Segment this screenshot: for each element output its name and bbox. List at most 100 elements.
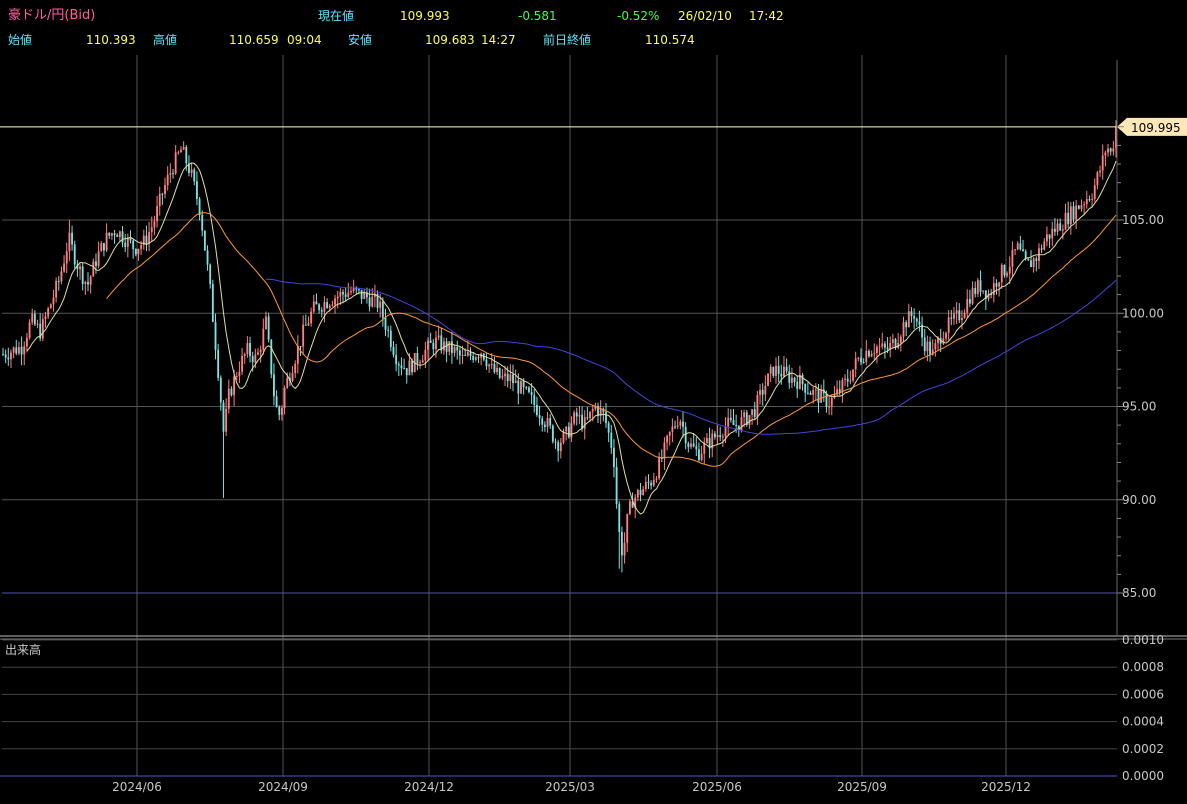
candle-body	[108, 232, 111, 236]
candle-body	[254, 354, 257, 363]
candle-body	[886, 347, 889, 350]
candle-body	[852, 369, 854, 381]
candle-body	[642, 489, 645, 496]
candle-body	[1019, 243, 1022, 250]
candle-body	[193, 169, 196, 182]
candle-body	[31, 313, 34, 323]
candle-body	[509, 374, 512, 381]
candle-body	[1040, 248, 1043, 250]
x-tick-label: 2024/09	[258, 780, 308, 794]
candle-body	[1000, 264, 1003, 283]
candle-body	[870, 353, 873, 357]
candle-body	[1069, 206, 1072, 225]
candle-body	[780, 373, 783, 377]
candle-body	[974, 287, 977, 294]
candle-body	[698, 449, 700, 461]
candle-body	[918, 321, 921, 325]
candle-body	[931, 349, 934, 355]
candle-body	[408, 360, 411, 376]
high-label: 高値	[153, 33, 178, 47]
low-value: 109.683	[425, 33, 475, 47]
candle-body	[490, 363, 493, 365]
candle-body	[535, 405, 538, 416]
current-price-tag	[1117, 117, 1187, 136]
candle-body	[915, 318, 918, 322]
candle-body	[976, 280, 979, 294]
volume-tick-label: 0.0006	[1122, 687, 1164, 701]
candle-body	[634, 497, 637, 508]
candle-body	[336, 296, 339, 299]
candle-body	[124, 242, 127, 247]
candle-body	[615, 466, 618, 505]
volume-tick-label: 0.0010	[1122, 633, 1164, 647]
candle-body	[559, 442, 562, 452]
candle-body	[435, 337, 437, 350]
candle-body	[209, 264, 212, 285]
candle-body	[1109, 148, 1112, 152]
candle-body	[180, 149, 182, 153]
candle-body	[644, 481, 647, 490]
y-tick-label: 90.00	[1122, 493, 1156, 507]
candle-body	[663, 442, 666, 459]
candle-body	[589, 411, 591, 419]
candle-body	[844, 378, 846, 380]
candle-body	[328, 305, 331, 309]
open-label: 始値	[8, 33, 33, 47]
candle-body	[695, 446, 698, 450]
price-axis: 85.00 90.00 95.00 100.00 105.00	[1116, 60, 1164, 636]
candle-body	[1008, 266, 1011, 274]
candle-body	[76, 264, 79, 270]
candle-body	[304, 324, 307, 326]
candle-body	[416, 353, 419, 364]
candle-body	[57, 281, 60, 283]
candle-body	[785, 366, 788, 372]
candle-body	[477, 357, 480, 359]
candle-body	[185, 147, 188, 164]
candle-body	[238, 371, 241, 377]
candle-body	[1067, 212, 1070, 225]
candle-body	[41, 319, 44, 339]
candle-body	[801, 374, 804, 385]
candle-body	[100, 243, 103, 252]
candle-body	[703, 442, 706, 454]
candle-body	[52, 297, 55, 305]
candle-body	[1083, 204, 1086, 206]
candle-body	[971, 287, 974, 304]
candle-body	[424, 349, 427, 361]
candle-body	[230, 388, 233, 396]
y-tick-label: 100.00	[1122, 306, 1164, 320]
candle-body	[1104, 152, 1107, 156]
candle-body	[690, 443, 692, 448]
candle-body	[586, 417, 589, 419]
candle-body	[145, 235, 148, 244]
x-tick-label: 2025/09	[837, 780, 887, 794]
symbol-title: 豪ドル/円(Bid)	[8, 8, 96, 23]
candle-body	[81, 266, 84, 284]
candle-body	[84, 281, 87, 284]
candle-body	[1091, 198, 1094, 200]
candle-body	[753, 409, 756, 418]
candle-body	[493, 363, 496, 373]
candle-body	[1088, 199, 1091, 201]
candle-body	[440, 335, 443, 351]
candle-body	[89, 276, 92, 285]
candle-body	[137, 248, 140, 255]
candle-body	[982, 290, 985, 292]
volume-tick-label: 0.0004	[1122, 715, 1164, 729]
candle-body	[257, 352, 259, 355]
candle-body	[121, 231, 124, 243]
candle-body	[1077, 205, 1080, 209]
candle-body	[658, 457, 661, 479]
candle-body	[674, 426, 676, 428]
candle-body	[820, 389, 823, 403]
candle-body	[668, 431, 671, 436]
candle-body	[190, 169, 193, 173]
candle-body	[934, 343, 937, 350]
candle-body	[403, 368, 406, 370]
candle-body	[676, 425, 679, 427]
candle-body	[92, 261, 95, 277]
candle-body	[735, 424, 738, 426]
candle-body	[352, 287, 355, 292]
candle-body	[700, 453, 703, 461]
